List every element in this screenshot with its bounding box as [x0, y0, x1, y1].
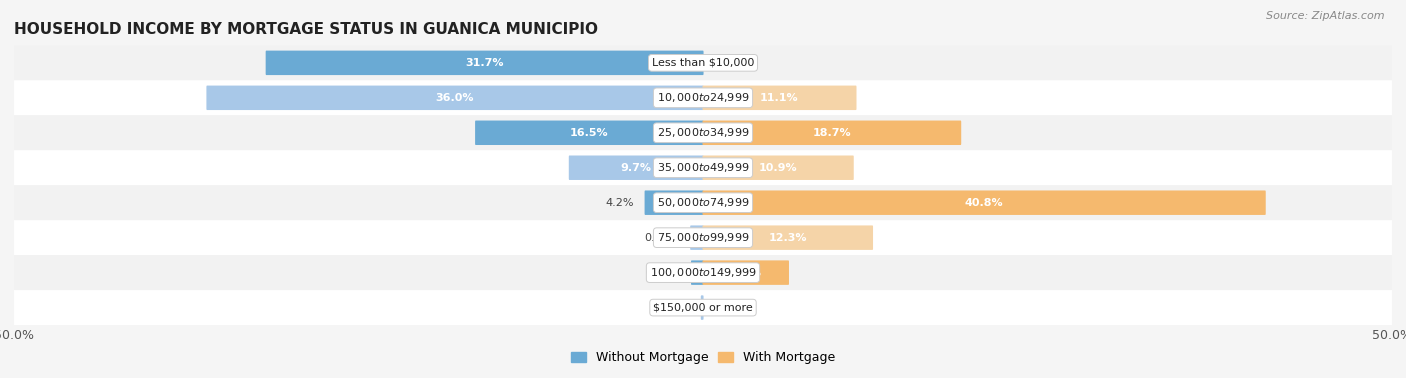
FancyBboxPatch shape [475, 121, 703, 145]
FancyBboxPatch shape [14, 45, 1392, 81]
Text: $25,000 to $34,999: $25,000 to $34,999 [657, 126, 749, 139]
FancyBboxPatch shape [569, 155, 703, 180]
Text: Less than $10,000: Less than $10,000 [652, 58, 754, 68]
Legend: Without Mortgage, With Mortgage: Without Mortgage, With Mortgage [565, 346, 841, 369]
Text: $10,000 to $24,999: $10,000 to $24,999 [657, 91, 749, 104]
FancyBboxPatch shape [703, 155, 853, 180]
Text: 0.12%: 0.12% [655, 303, 690, 313]
Text: 40.8%: 40.8% [965, 198, 1004, 208]
Text: 0.89%: 0.89% [644, 233, 679, 243]
FancyBboxPatch shape [14, 81, 1392, 115]
Text: 10.9%: 10.9% [759, 163, 797, 173]
FancyBboxPatch shape [644, 191, 703, 215]
FancyBboxPatch shape [703, 191, 1265, 215]
Text: 4.2%: 4.2% [606, 198, 634, 208]
Text: Source: ZipAtlas.com: Source: ZipAtlas.com [1267, 11, 1385, 21]
Text: HOUSEHOLD INCOME BY MORTGAGE STATUS IN GUANICA MUNICIPIO: HOUSEHOLD INCOME BY MORTGAGE STATUS IN G… [14, 22, 598, 37]
Text: 36.0%: 36.0% [436, 93, 474, 103]
FancyBboxPatch shape [14, 290, 1392, 325]
Text: $35,000 to $49,999: $35,000 to $49,999 [657, 161, 749, 174]
Text: 0.0%: 0.0% [709, 303, 737, 313]
FancyBboxPatch shape [700, 295, 703, 320]
Text: $50,000 to $74,999: $50,000 to $74,999 [657, 196, 749, 209]
Text: 11.1%: 11.1% [761, 93, 799, 103]
Text: 31.7%: 31.7% [465, 58, 503, 68]
FancyBboxPatch shape [14, 115, 1392, 150]
FancyBboxPatch shape [14, 255, 1392, 290]
Text: $75,000 to $99,999: $75,000 to $99,999 [657, 231, 749, 244]
Text: 16.5%: 16.5% [569, 128, 609, 138]
FancyBboxPatch shape [207, 85, 703, 110]
Text: 0.0%: 0.0% [709, 58, 737, 68]
Text: 9.7%: 9.7% [620, 163, 651, 173]
Text: $100,000 to $149,999: $100,000 to $149,999 [650, 266, 756, 279]
FancyBboxPatch shape [690, 225, 703, 250]
FancyBboxPatch shape [703, 225, 873, 250]
FancyBboxPatch shape [703, 85, 856, 110]
FancyBboxPatch shape [703, 260, 789, 285]
FancyBboxPatch shape [14, 185, 1392, 220]
Text: 18.7%: 18.7% [813, 128, 851, 138]
FancyBboxPatch shape [690, 260, 703, 285]
FancyBboxPatch shape [266, 51, 703, 75]
FancyBboxPatch shape [14, 220, 1392, 255]
FancyBboxPatch shape [14, 150, 1392, 185]
Text: $150,000 or more: $150,000 or more [654, 303, 752, 313]
Text: 6.2%: 6.2% [730, 268, 761, 277]
Text: 12.3%: 12.3% [769, 233, 807, 243]
FancyBboxPatch shape [703, 121, 962, 145]
Text: 0.83%: 0.83% [645, 268, 681, 277]
